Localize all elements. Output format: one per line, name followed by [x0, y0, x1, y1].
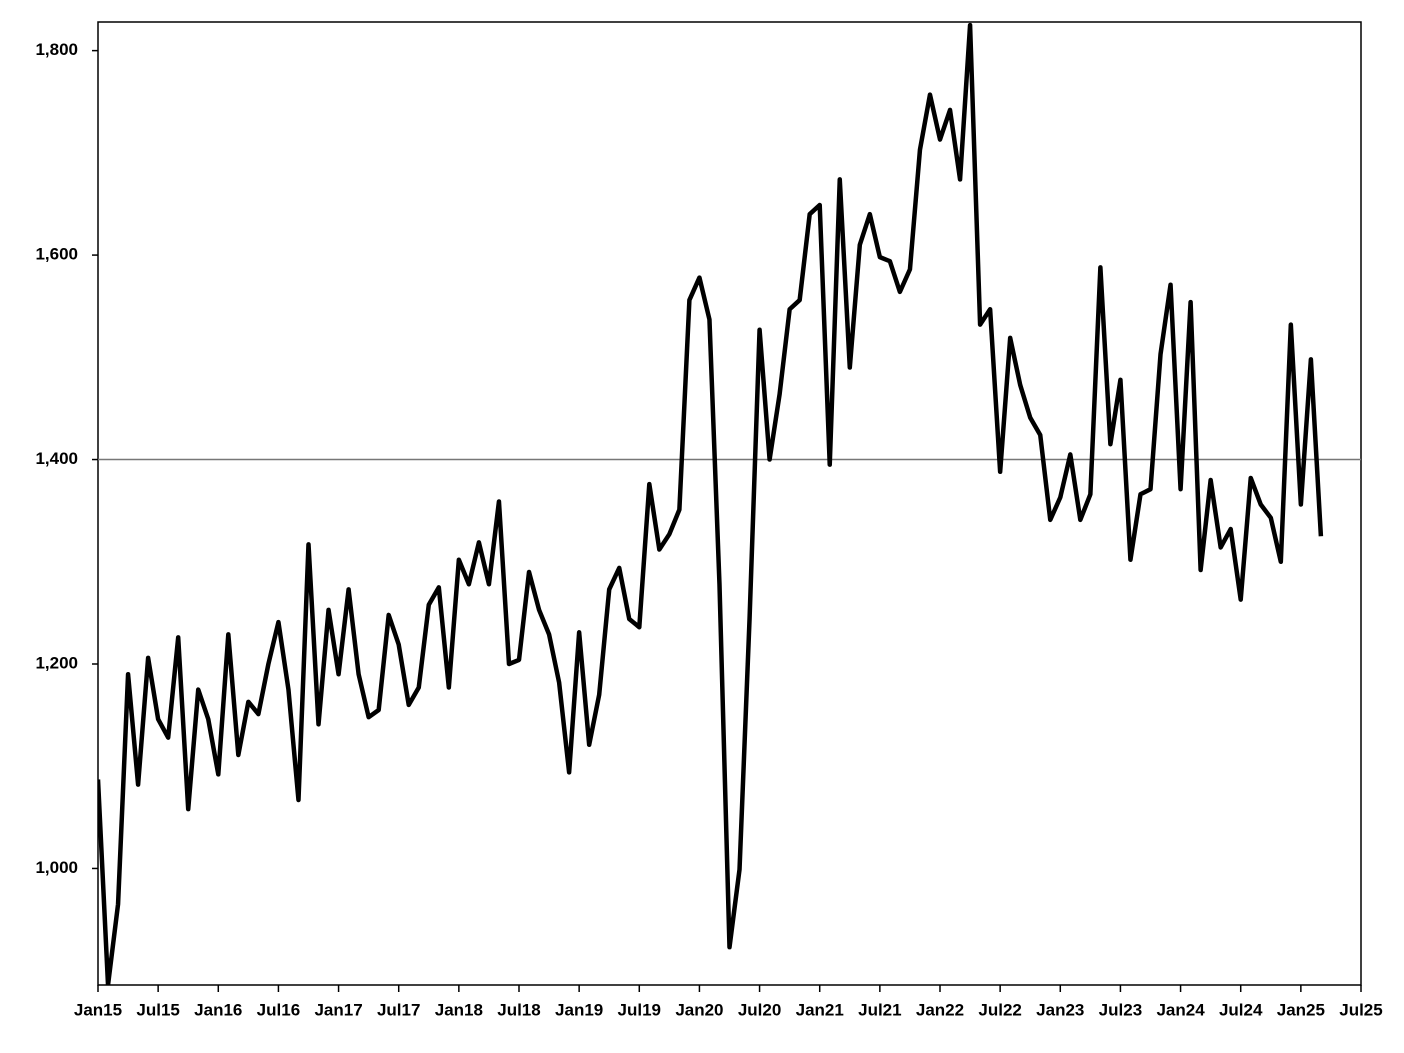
x-tick-label: Jan18 — [435, 1000, 483, 1019]
x-tick-label: Jul24 — [1219, 1000, 1263, 1019]
data-line — [98, 22, 1324, 985]
x-tick-label: Jul21 — [858, 1000, 901, 1019]
x-tick-label: Jan20 — [675, 1000, 723, 1019]
y-tick-label: 1,200 — [35, 653, 78, 672]
x-tick-label: Jan15 — [74, 1000, 122, 1019]
y-tick-label: 1,600 — [35, 245, 78, 264]
x-tick-label: Jan19 — [555, 1000, 603, 1019]
x-tick-label: Jul15 — [136, 1000, 179, 1019]
x-tick-label: Jul22 — [978, 1000, 1021, 1019]
x-tick-label: Jan25 — [1277, 1000, 1325, 1019]
x-tick-label: Jan21 — [796, 1000, 844, 1019]
x-tick-label: Jan23 — [1036, 1000, 1084, 1019]
y-tick-label: 1,400 — [35, 449, 78, 468]
x-tick-label: Jan16 — [194, 1000, 242, 1019]
x-tick-label: Jul16 — [257, 1000, 300, 1019]
x-tick-label: Jul18 — [497, 1000, 540, 1019]
plot-frame — [97, 21, 1362, 986]
y-tick-label: 1,000 — [35, 858, 78, 877]
x-tick-label: Jul17 — [377, 1000, 420, 1019]
y-tick-label: 1,800 — [35, 40, 78, 59]
x-tick-label: Jan17 — [314, 1000, 362, 1019]
x-tick-label: Jul20 — [738, 1000, 781, 1019]
x-tick-label: Jul19 — [618, 1000, 661, 1019]
x-tick-label: Jul25 — [1339, 1000, 1382, 1019]
x-tick-label: Jan22 — [916, 1000, 964, 1019]
x-tick-label: Jan24 — [1156, 1000, 1205, 1019]
x-tick-label: Jul23 — [1099, 1000, 1142, 1019]
